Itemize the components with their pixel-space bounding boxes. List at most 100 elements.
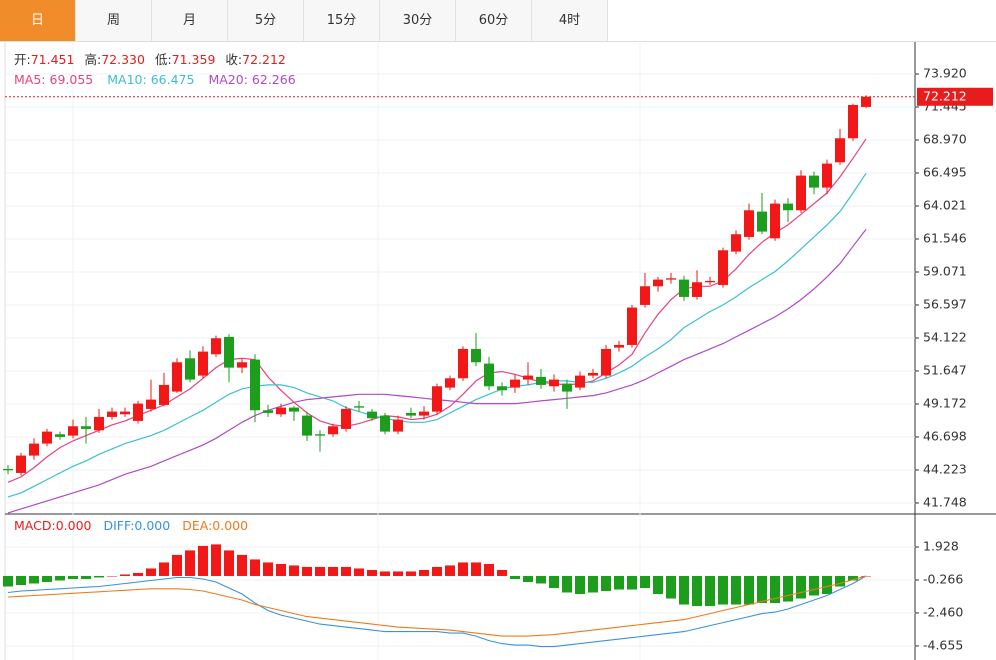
candle-body [731,234,741,252]
macd-bar [133,572,143,576]
candle-body [94,416,104,431]
period-tab[interactable]: 15分 [304,0,380,41]
y-tick-label: 59.071 [923,263,967,278]
panel: 41.748 44.223 46.698 49.172 51.647 54.122 56.5… [3,52,993,514]
ma-value: 69.055 [50,72,94,87]
macd-bar [575,575,585,595]
candle-body [276,407,286,415]
candle-body [679,279,689,297]
candle-body [822,163,832,188]
y-tick-label: 68.970 [923,132,967,147]
macd-value: 0.000 [134,518,170,533]
macd-bar [263,562,273,576]
macd-bar [822,575,832,595]
candle-body [250,359,260,411]
macd-bar [562,575,572,593]
macd-label: DIFF: [103,518,134,533]
candle-body [107,411,117,417]
period-tab[interactable]: 4时 [532,0,608,41]
candle-body [640,286,650,305]
ohlc-value: 71.451 [31,52,75,67]
macd-bar [497,569,507,576]
macd-bar [523,575,533,582]
macd-bar [692,575,702,607]
candle-body [133,403,143,421]
macd-bar [666,575,676,599]
ohlc-value: 72.330 [101,52,145,67]
ohlc-value: 71.359 [172,52,216,67]
y-tick-label: 66.495 [923,165,967,180]
macd-bar [588,575,598,593]
candle-body [705,280,715,283]
macd-bar [536,575,546,584]
macd-bar [705,575,715,607]
candle-body [55,434,65,437]
candle-body [224,336,234,368]
candle-body [783,203,793,211]
candle-body [120,411,130,415]
candle-body [302,415,312,436]
candle-body [81,426,91,429]
y-tick-label: 64.021 [923,197,967,212]
macd-bar [211,544,221,576]
ohlc-header: 开:71.451 高:72.330 低:71.359 收:72.212 [14,52,286,67]
candle-body [406,412,416,416]
y-tick-label: 41.748 [923,494,967,509]
macd-bar [419,569,429,576]
candle-body [601,348,611,376]
candle-body [146,399,156,409]
macd-bar [16,575,26,585]
macd-bar [367,569,377,576]
macd-label: DEA: [182,518,212,533]
candle-body [835,138,845,163]
ohlc-label: 开: [14,52,31,67]
candle-body [484,363,494,387]
macd-bar [796,575,806,599]
period-tab[interactable]: 60分 [456,0,532,41]
candle-body [198,351,208,376]
period-tab[interactable]: 30分 [380,0,456,41]
period-tab[interactable]: 月 [152,0,228,41]
current-price-box [917,87,993,106]
macd-value: 0.000 [56,518,92,533]
candle-body [185,358,195,380]
macd-bar [627,575,637,590]
macd-bar [81,575,91,579]
macd-bar [94,575,104,578]
candle-body [757,211,767,232]
ma-label: MA5: [14,72,46,87]
macd-bar [185,550,195,576]
macd-bar [601,575,611,592]
candle-body [861,96,871,107]
macd-bar [445,565,455,576]
y-tick-label: -0.266 [923,571,963,586]
macd-line [7,575,867,648]
period-tabs: 日周月 5分 15分 30分 60分 4时 [0,0,996,42]
candle-body [354,406,364,408]
period-tab[interactable]: 日 [0,0,76,41]
macd-bar [770,575,780,604]
period-tab[interactable]: 5分 [228,0,304,41]
candle-body [29,443,39,456]
ma-label: MA20: [208,72,247,87]
candle-body [796,175,806,211]
macd-bar [250,559,260,576]
macd-bar [393,571,403,576]
candle-body [315,434,325,436]
candle-body [172,362,182,392]
macd-bar [146,568,156,576]
macd-bar [29,575,39,584]
macd-bar [458,562,468,576]
candle-body [588,372,598,376]
y-tick-label: -2.460 [923,604,963,619]
period-tab[interactable]: 周 [76,0,152,41]
ohlc-label: 收: [225,52,242,67]
candle-body [341,408,351,429]
macd-bar [653,575,663,595]
ohlc-value: 72.212 [242,52,286,67]
candle-body [653,279,663,287]
macd-bar [848,575,858,581]
candle-body [419,411,429,416]
y-tick-label: 1.928 [923,538,959,553]
